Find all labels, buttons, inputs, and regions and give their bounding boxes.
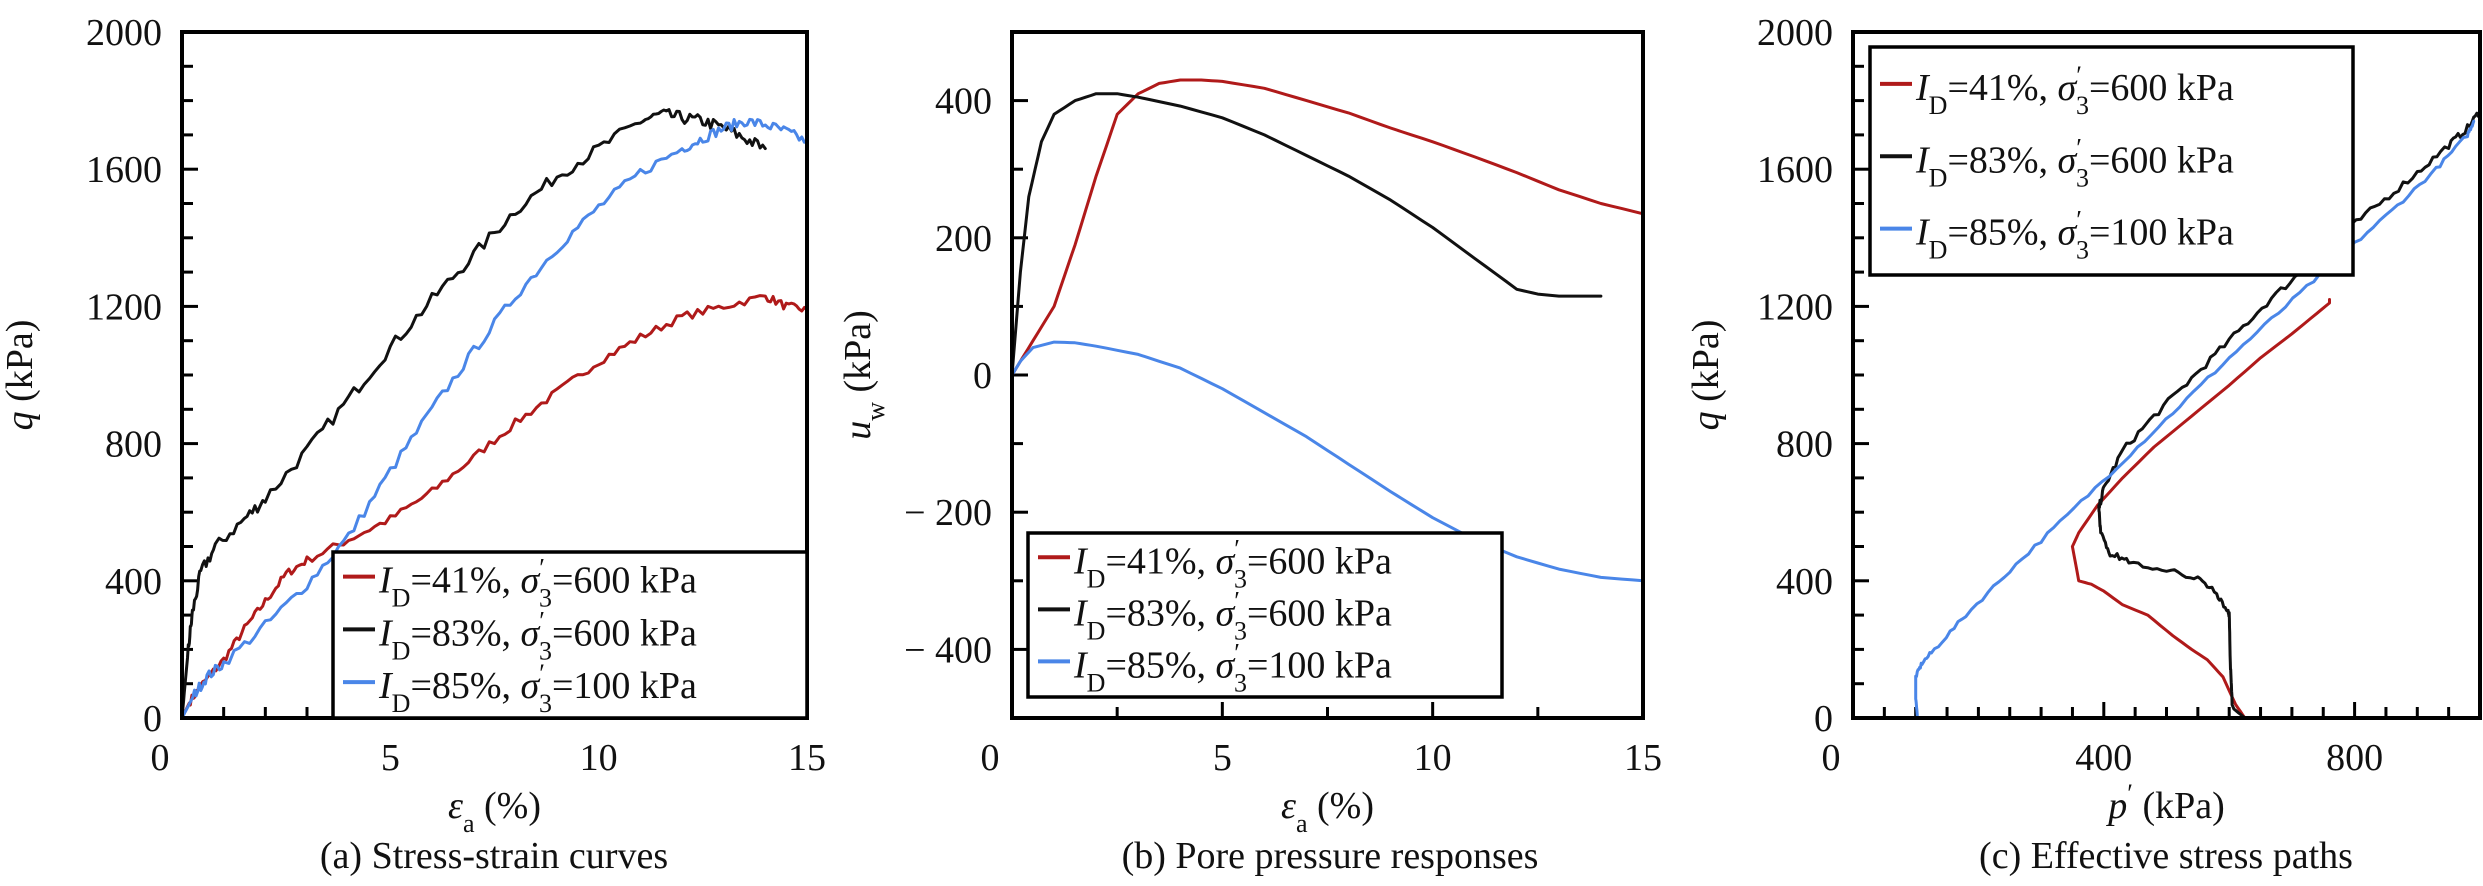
x-tick-label: 5 [1213,737,1232,779]
y-tick-label: 800 [1776,424,1833,466]
panel-caption: (b) Pore pressure responses [1122,835,1539,877]
plot-frame [1851,30,2482,720]
legend: ID=41%, σ′ 3=600 kPa ID=83%, σ′ 3=600 kPa ID… [1868,45,2355,277]
y-tick-label: 800 [105,424,162,466]
x-tick-label: 15 [788,737,826,779]
chart-panel-b: 0 5 10 15 − 400 − 200 0 200 400 ID=41%, σ′ 3=600 k… [837,30,1662,877]
series-line-red [182,294,807,718]
x-tick-label: 800 [2326,737,2383,779]
y-tick-label: 2000 [1757,12,1833,54]
x-tick-label: 0 [151,737,170,779]
y-tick-label: 0 [143,698,162,740]
y-tick-label: 400 [935,81,992,123]
x-tick-label: 400 [2075,737,2132,779]
x-tick-label: 0 [1822,737,1841,779]
y-axis-title: q (kPa) [0,320,41,431]
legend-box [331,550,809,720]
y-tick-label: 0 [973,355,992,397]
chart-panel-a: 0 5 10 15 0 400 800 1200 1600 2000 ID=41%, σ′ 3=600… [0,12,826,877]
legend-label: ID=41%, σ′ 3=600 kPa [378,554,697,613]
panel-caption: (a) Stress-strain curves [320,835,668,877]
y-tick-label: 0 [1814,698,1833,740]
y-tick-label: − 400 [904,629,992,671]
legend-label: ID=41%, σ′ 3=600 kPa [1915,61,2234,120]
chart-panel-c: 0 400 800 0 400 800 1200 1600 2000 ID=41%, σ′ 3=60… [1685,12,2482,877]
legend-label: ID=85%, σ′ 3=100 kPa [378,659,697,718]
x-tick-label: 10 [580,737,618,779]
legend-label: ID=85%, σ′ 3=100 kPa [1073,638,1392,697]
x-axis-title: εa (%) [1281,785,1374,838]
y-tick-label: 1600 [86,149,162,191]
x-tick-label: 5 [381,737,400,779]
y-tick-label: 1600 [1757,149,1833,191]
x-axis-title: εa (%) [448,785,541,838]
series-line-red [1012,78,1643,377]
series-line-black [182,108,767,718]
x-tick-label: 0 [981,737,1000,779]
series-line-blue [1914,119,2476,718]
legend-label: ID=83%, σ′ 3=600 kPa [1073,586,1392,645]
legend-box [1868,45,2355,277]
legend-label: ID=85%, σ′ 3=100 kPa [1915,206,2234,265]
series-line-red [2070,298,2331,718]
legend-box [1026,531,1504,699]
x-tick-label: 10 [1414,737,1452,779]
plot-frame [1010,30,1645,720]
series-line-black [2097,109,2480,718]
y-axis-title: q (kPa) [1685,320,1727,431]
series-line-blue [1012,340,1643,583]
legend-label: ID=83%, σ′ 3=600 kPa [378,606,697,665]
series-line-blue [182,117,807,718]
y-tick-label: 400 [105,561,162,603]
legend-label: ID=83%, σ′ 3=600 kPa [1915,133,2234,192]
x-tick-label: 15 [1624,737,1662,779]
y-tick-label: 400 [1776,561,1833,603]
x-axis-title: p′ (kPa) [2105,779,2225,827]
y-tick-label: 200 [935,218,992,260]
y-tick-label: − 200 [904,492,992,534]
y-tick-label: 2000 [86,12,162,54]
legend-label: ID=41%, σ′ 3=600 kPa [1073,534,1392,593]
y-axis-title: uw (kPa) [837,310,890,440]
y-tick-label: 1200 [86,286,162,328]
series-line-black [1012,92,1603,377]
panel-caption: (c) Effective stress paths [1979,835,2353,877]
y-tick-label: 1200 [1757,286,1833,328]
